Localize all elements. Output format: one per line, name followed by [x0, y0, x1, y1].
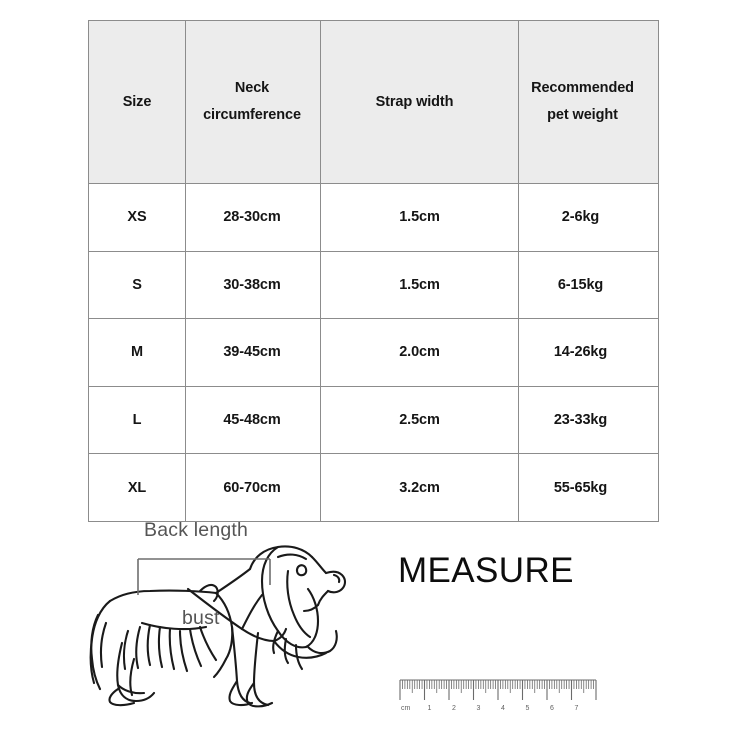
- cell-weight: 14-26kg: [518, 318, 659, 387]
- cell-weight: 23-33kg: [518, 385, 659, 455]
- cell-neck: 30-38cm: [185, 250, 321, 320]
- column-header-weight-line-2: pet weight: [547, 107, 618, 123]
- measure-title: MEASURE: [398, 551, 574, 590]
- ruler-tick-label: 2: [452, 705, 456, 712]
- table-row: S 30-38cm 1.5cm 6-15kg: [88, 250, 659, 320]
- ruler-tick-labels: cm 1 2 3 4 5 6 7: [401, 705, 579, 712]
- cell-neck: 28-30cm: [185, 183, 321, 252]
- column-header-recommended-pet-weight: Recommended pet weight: [518, 20, 659, 184]
- cell-size: S: [88, 250, 186, 320]
- dog-illustration-svg: [89, 545, 347, 708]
- column-header-size-line-1: Size: [122, 93, 152, 110]
- column-header-weight-line-1: Recommended: [531, 80, 634, 97]
- ruler-tick-label: 6: [550, 705, 554, 712]
- ruler-tick-label: 3: [477, 705, 481, 712]
- ruler-graphic: cm 1 2 3 4 5 6 7: [394, 672, 629, 720]
- measure-heading-block: MEASURE: [398, 553, 728, 588]
- measurement-illustration: Back length bust MEASURE: [0, 515, 750, 750]
- column-header-neck-line-2: circumference: [203, 107, 301, 123]
- cell-strap: 1.5cm: [320, 183, 519, 252]
- ruler-tick-label: 5: [526, 705, 530, 712]
- table-header-row: Size Neck circumference Strap width Reco…: [88, 20, 659, 184]
- ruler-svg: cm 1 2 3 4 5 6 7: [399, 679, 597, 712]
- cell-weight: 6-15kg: [518, 250, 659, 320]
- cell-neck: 60-70cm: [185, 453, 321, 522]
- cell-strap: 3.2cm: [320, 453, 519, 522]
- cell-neck: 45-48cm: [185, 385, 321, 455]
- table-row: L 45-48cm 2.5cm 23-33kg: [88, 385, 659, 455]
- ruler-ticks: [399, 679, 597, 700]
- back-length-bracket: [137, 558, 271, 595]
- ruler-tick-label: 7: [575, 705, 579, 712]
- column-header-strap-width: Strap width: [320, 20, 519, 184]
- table-header: Size Neck circumference Strap width Reco…: [88, 20, 659, 184]
- ruler-tick-label: 4: [501, 705, 505, 712]
- ruler-tick-label: 1: [428, 705, 432, 712]
- cell-strap: 2.5cm: [320, 385, 519, 455]
- cell-weight: 2-6kg: [518, 183, 659, 252]
- cell-size: XS: [88, 183, 186, 252]
- bust-label: bust: [182, 607, 220, 629]
- column-header-strap-line-1: Strap width: [375, 93, 454, 110]
- cell-size: M: [88, 318, 186, 387]
- back-length-label: Back length: [144, 519, 249, 541]
- table-row: XS 28-30cm 1.5cm 2-6kg: [88, 183, 659, 252]
- table-row: M 39-45cm 2.0cm 14-26kg: [88, 318, 659, 387]
- dog-line-drawing: Back length bust: [82, 519, 382, 748]
- ruler-unit-label: cm: [401, 705, 411, 712]
- column-header-neck-line-1: Neck: [234, 80, 270, 97]
- table-row: XL 60-70cm 3.2cm 55-65kg: [88, 453, 659, 522]
- cell-weight: 55-65kg: [518, 453, 659, 522]
- table-body: XS 28-30cm 1.5cm 2-6kg S 30-38cm 1.5cm 6…: [88, 183, 659, 522]
- column-header-neck-circumference: Neck circumference: [185, 20, 321, 184]
- cell-strap: 2.0cm: [320, 318, 519, 387]
- cell-neck: 39-45cm: [185, 318, 321, 387]
- cell-strap: 1.5cm: [320, 250, 519, 320]
- cell-size: XL: [88, 453, 186, 522]
- column-header-size: Size: [88, 20, 186, 184]
- cell-size: L: [88, 385, 186, 455]
- size-chart-table: Size Neck circumference Strap width Reco…: [88, 20, 659, 522]
